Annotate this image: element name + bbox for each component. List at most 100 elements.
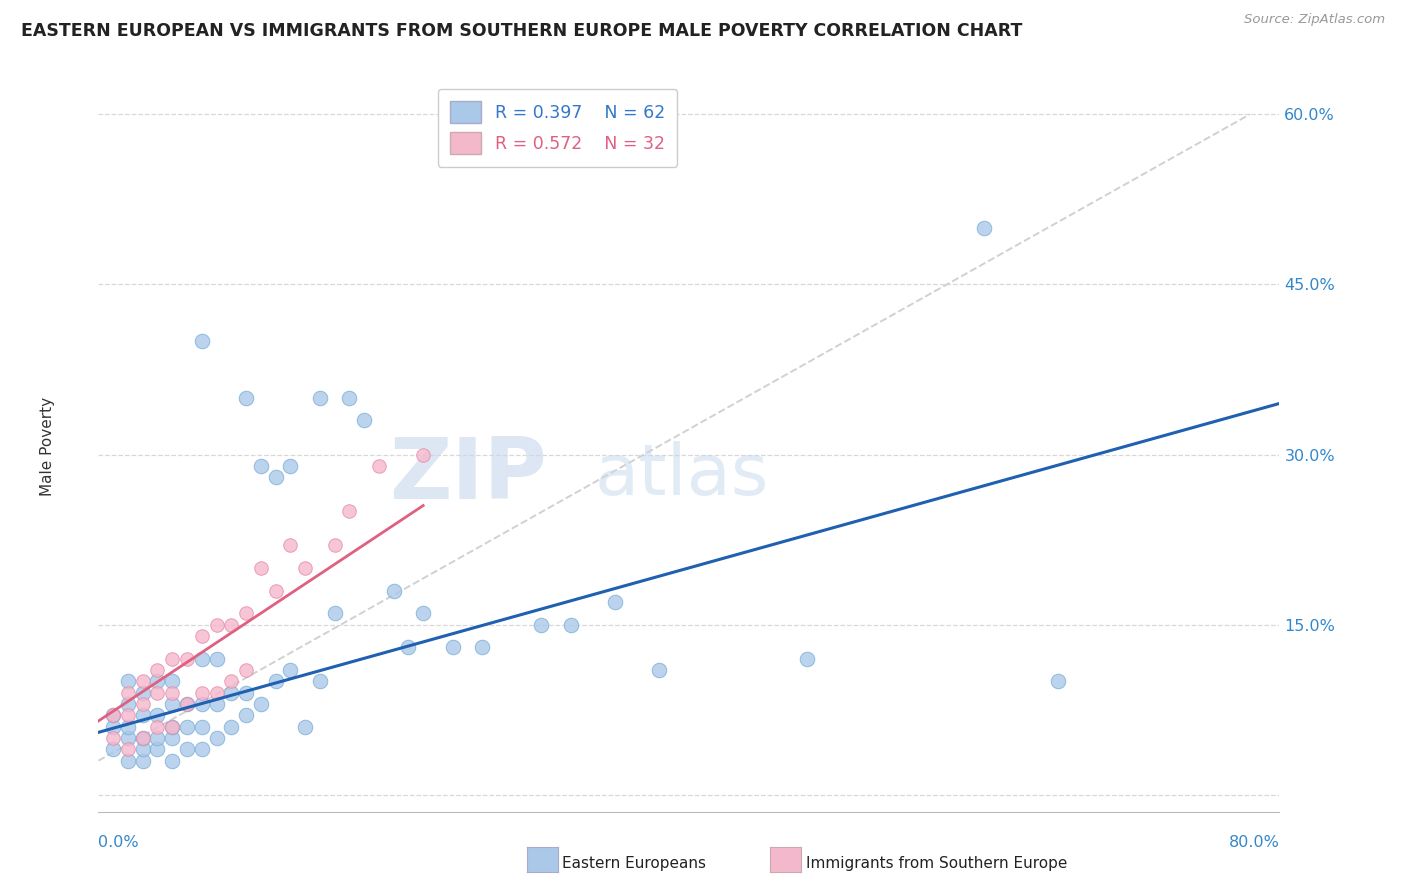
Point <box>323 538 346 552</box>
Point <box>132 686 155 700</box>
Point <box>117 708 139 723</box>
Point <box>146 663 169 677</box>
Point <box>264 674 287 689</box>
Point <box>973 220 995 235</box>
Point <box>176 742 198 756</box>
Point <box>117 754 139 768</box>
Point <box>309 391 332 405</box>
Point <box>176 697 198 711</box>
Point <box>219 720 242 734</box>
Point <box>530 617 553 632</box>
Point <box>219 686 242 700</box>
Point <box>235 686 257 700</box>
Point <box>162 674 183 689</box>
Point <box>162 754 183 768</box>
Point <box>103 742 125 756</box>
Point <box>146 731 169 745</box>
Point <box>796 651 818 665</box>
Point <box>103 720 125 734</box>
Point <box>396 640 419 655</box>
Text: atlas: atlas <box>595 441 769 509</box>
Point <box>191 686 214 700</box>
Point <box>176 697 198 711</box>
Point <box>191 742 214 756</box>
Point <box>353 413 375 427</box>
Point <box>146 742 169 756</box>
Text: 0.0%: 0.0% <box>98 835 139 850</box>
Point <box>219 674 242 689</box>
Point <box>162 720 183 734</box>
Point <box>219 617 242 632</box>
Point <box>205 651 228 665</box>
Point <box>560 617 582 632</box>
Point <box>205 731 228 745</box>
Point <box>323 607 346 621</box>
Point <box>132 731 155 745</box>
Point <box>1046 674 1069 689</box>
Point <box>103 731 125 745</box>
Point <box>250 561 273 575</box>
Point <box>648 663 671 677</box>
Point <box>191 629 214 643</box>
Point <box>162 720 183 734</box>
Point <box>117 686 139 700</box>
Point <box>250 458 273 473</box>
Point <box>132 731 155 745</box>
Point <box>132 708 155 723</box>
Text: 80.0%: 80.0% <box>1229 835 1279 850</box>
Point <box>132 697 155 711</box>
Point <box>146 708 169 723</box>
Point <box>339 504 360 518</box>
Point <box>441 640 464 655</box>
Point <box>162 651 183 665</box>
Point <box>605 595 627 609</box>
Text: Male Poverty: Male Poverty <box>41 396 55 496</box>
Point <box>132 742 155 756</box>
Text: Immigrants from Southern Europe: Immigrants from Southern Europe <box>806 856 1067 871</box>
Point <box>191 651 214 665</box>
Point <box>191 697 214 711</box>
Point <box>205 617 228 632</box>
Point <box>162 731 183 745</box>
Point <box>235 708 257 723</box>
Point <box>117 720 139 734</box>
Point <box>412 607 434 621</box>
Point <box>146 674 169 689</box>
Point <box>235 663 257 677</box>
Point <box>117 674 139 689</box>
Text: Eastern Europeans: Eastern Europeans <box>562 856 706 871</box>
Point <box>412 448 434 462</box>
Point <box>264 583 287 598</box>
Point <box>117 731 139 745</box>
Text: Source: ZipAtlas.com: Source: ZipAtlas.com <box>1244 13 1385 27</box>
Point <box>103 708 125 723</box>
Point <box>132 754 155 768</box>
Point <box>235 391 257 405</box>
Point <box>294 561 316 575</box>
Text: ZIP: ZIP <box>389 434 547 516</box>
Point <box>205 697 228 711</box>
Point <box>162 686 183 700</box>
Point <box>146 686 169 700</box>
Point <box>162 697 183 711</box>
Point <box>205 686 228 700</box>
Point <box>250 697 273 711</box>
Point <box>235 607 257 621</box>
Point <box>294 720 316 734</box>
Point <box>278 663 302 677</box>
Point <box>382 583 405 598</box>
Point <box>339 391 360 405</box>
Point <box>191 720 214 734</box>
Point <box>132 674 155 689</box>
Legend: R = 0.397    N = 62, R = 0.572    N = 32: R = 0.397 N = 62, R = 0.572 N = 32 <box>437 89 678 167</box>
Point <box>278 458 302 473</box>
Point <box>176 651 198 665</box>
Point <box>103 708 125 723</box>
Point <box>471 640 494 655</box>
Point <box>191 334 214 348</box>
Point <box>117 742 139 756</box>
Point <box>117 697 139 711</box>
Text: EASTERN EUROPEAN VS IMMIGRANTS FROM SOUTHERN EUROPE MALE POVERTY CORRELATION CHA: EASTERN EUROPEAN VS IMMIGRANTS FROM SOUT… <box>21 22 1022 40</box>
Point <box>264 470 287 484</box>
Point <box>176 720 198 734</box>
